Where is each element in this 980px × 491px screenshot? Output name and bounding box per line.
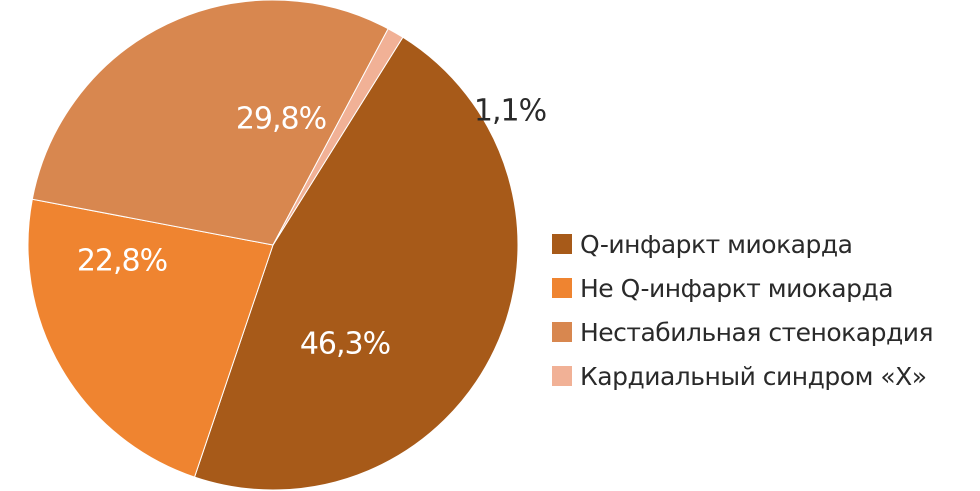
legend-label: Нестабильная стенокардия (580, 317, 934, 347)
pie-slice (193, 36, 519, 491)
pie-slice (27, 198, 274, 478)
legend-item: Кардиальный синдром «Х» (552, 354, 933, 398)
pie-labels: 46,3% 22,8% 29,8% 1,1% (77, 94, 547, 362)
legend-swatch (552, 234, 572, 254)
pie-slices (27, 0, 519, 491)
pie-slice (31, 0, 389, 246)
slice-value-label: 22,8% (77, 244, 167, 279)
legend-swatch (552, 278, 572, 298)
legend-label: Q-инфаркт миокарда (580, 229, 853, 259)
legend: Q-инфаркт миокарда Не Q-инфаркт миокарда Н… (552, 222, 934, 398)
pie-slice (272, 28, 404, 246)
slice-value-label: 46,3% (300, 327, 390, 362)
slice-value-label: 29,8% (236, 102, 326, 137)
slice-value-label: 1,1% (474, 94, 546, 129)
legend-item: Нестабильная стенокардия (552, 310, 934, 354)
legend-swatch (552, 322, 572, 342)
legend-label: Кардиальный синдром «Х» (580, 361, 927, 391)
legend-label: Не Q-инфаркт миокарда (580, 273, 894, 303)
legend-item: Не Q-инфаркт миокарда (552, 266, 933, 310)
legend-item: Q-инфаркт миокарда (552, 222, 933, 266)
legend-swatch (552, 366, 572, 386)
